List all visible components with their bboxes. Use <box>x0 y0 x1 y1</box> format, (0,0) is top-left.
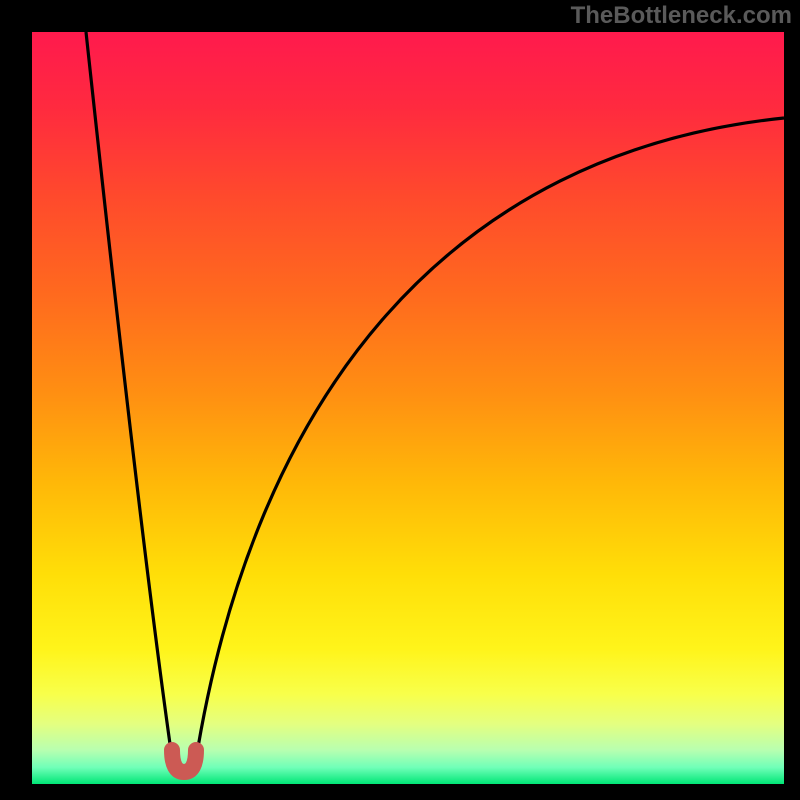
curve-layer <box>32 32 784 784</box>
watermark-text: TheBottleneck.com <box>571 2 792 30</box>
bottleneck-curve-right <box>194 118 784 772</box>
trough-marker <box>172 750 196 772</box>
bottleneck-curve-left <box>86 32 174 772</box>
chart-frame: TheBottleneck.com <box>0 0 800 800</box>
plot-area <box>32 32 784 784</box>
